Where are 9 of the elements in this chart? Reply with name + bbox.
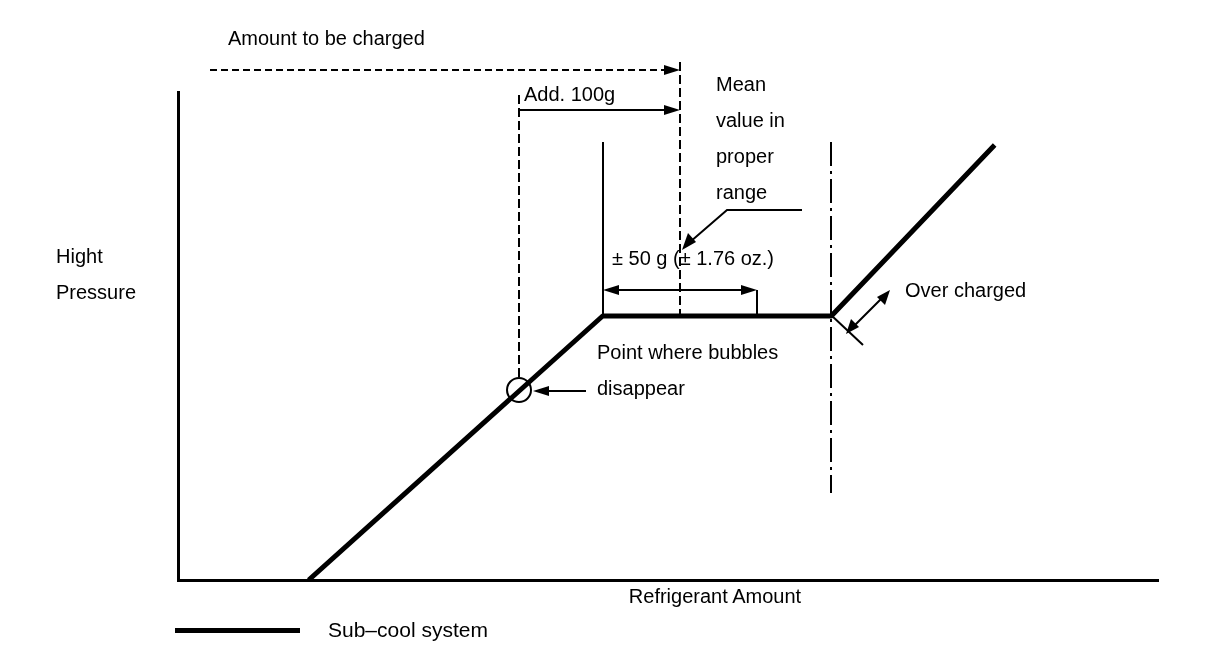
annotation: Mean value in proper range [716,72,786,205]
x-axis-title: Refrigerant Amount [627,584,803,609]
y-axis-title: Hight Pressure [56,244,138,305]
text: Sub–cool system [328,618,488,642]
annotation: Point where bubbles disappear [597,340,780,401]
text: Amount to be charged [228,26,426,51]
annotation: Over charged [905,278,1028,303]
text: Add. 100g [524,82,617,107]
annotation: ± 50 g (± 1.76 oz.) [612,246,776,271]
